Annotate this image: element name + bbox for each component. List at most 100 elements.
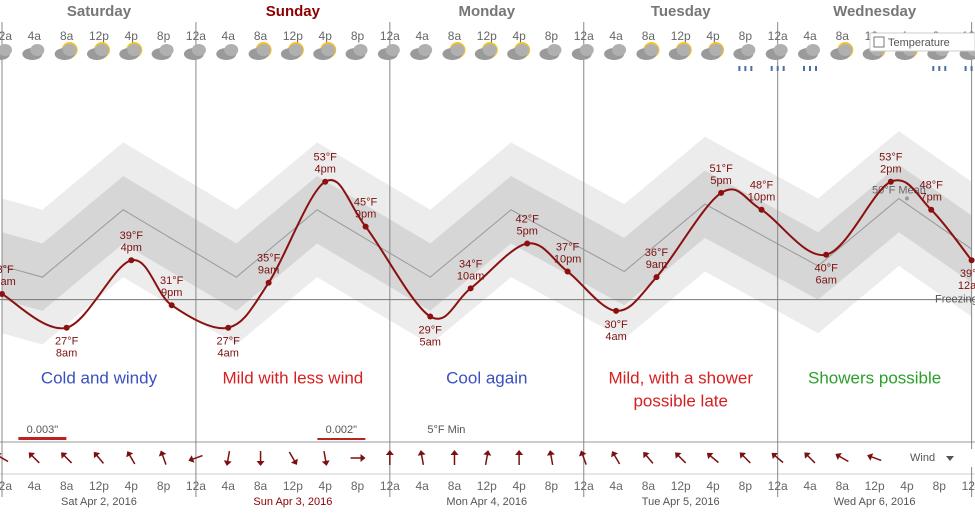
wind-arrow xyxy=(643,451,654,464)
rain-icon xyxy=(782,66,785,71)
cloud-icon xyxy=(353,44,368,56)
rain-icon xyxy=(970,66,973,71)
wind-arrow xyxy=(835,453,849,463)
wind-head xyxy=(835,453,842,460)
x-tick-label: 4p xyxy=(512,29,526,43)
precip-label: 0.003" xyxy=(27,424,59,436)
temperature-label: 37°F xyxy=(556,241,580,253)
temperature-point xyxy=(887,178,894,185)
time-label: 9am xyxy=(646,259,667,271)
rain-icon xyxy=(964,66,967,71)
plot: 50°F Mean12a12a4a4a8a8a12p12p4p4p8p8p12a… xyxy=(0,3,975,508)
checkbox[interactable] xyxy=(873,36,885,48)
time-label: 5am xyxy=(420,336,441,348)
x-tick-label: 8a xyxy=(642,479,656,493)
wind-arrow xyxy=(188,454,203,463)
cloud-icon xyxy=(30,44,45,56)
cloud-icon xyxy=(806,44,820,56)
wind-arrow xyxy=(256,451,265,466)
wind-head xyxy=(739,452,747,459)
cloud-icon xyxy=(709,44,724,56)
day-note: Showers possible xyxy=(808,368,941,387)
x-tick-label: 8p xyxy=(351,29,365,43)
temperature-point xyxy=(564,268,571,275)
time-label: 2pm xyxy=(880,164,901,176)
wind-arrow xyxy=(93,451,105,464)
x-tick-label: 8a xyxy=(448,479,462,493)
x-tick-label: 8p xyxy=(545,29,559,43)
day-note: Mild, with a shower xyxy=(608,368,753,387)
inner-band xyxy=(2,164,972,311)
x-tick-label: 12p xyxy=(89,29,109,43)
wind-head xyxy=(611,451,619,458)
x-tick-label: 4p xyxy=(512,479,526,493)
time-label: 5pm xyxy=(516,225,537,237)
wind-head xyxy=(93,451,101,459)
temperature-point xyxy=(63,324,70,331)
wind-head xyxy=(188,455,195,463)
cloud-icon xyxy=(224,44,239,56)
temperature-label: 39°F xyxy=(960,268,975,280)
x-tick-label: 4p xyxy=(706,479,720,493)
rain-icon xyxy=(932,66,935,71)
temperature-label: 33°F xyxy=(0,264,14,276)
cloud-icon xyxy=(579,44,594,56)
date-label: Sat Apr 2, 2016 xyxy=(61,496,137,508)
temperature-point xyxy=(758,206,765,213)
date-label: Mon Apr 4, 2016 xyxy=(446,496,527,508)
freezing-label: Freezing xyxy=(935,294,975,306)
x-tick-label: 8p xyxy=(933,479,947,493)
cloud-icon xyxy=(515,44,530,56)
rain-icon xyxy=(815,66,817,71)
time-label: 10pm xyxy=(554,253,582,265)
wind-head xyxy=(321,460,330,466)
wind-arrow xyxy=(350,454,366,462)
day-label: Tuesday xyxy=(651,3,711,20)
wind-head xyxy=(290,458,298,465)
x-tick-label: 4p xyxy=(125,479,139,493)
temperature-label: 31°F xyxy=(160,275,184,287)
legend-box[interactable] xyxy=(869,32,975,52)
x-tick-label: 12a xyxy=(0,29,12,43)
rain-icon xyxy=(770,66,773,71)
temperature-point xyxy=(467,285,474,292)
temperature-label: 48°F xyxy=(920,180,944,192)
rain-icon xyxy=(944,66,947,71)
wind-arrow xyxy=(385,450,394,465)
rain-icon xyxy=(750,66,753,71)
x-tick-label: 8p xyxy=(739,29,753,43)
dropdown[interactable] xyxy=(946,456,954,461)
wind-arrow xyxy=(546,450,555,466)
temperature-label: 27°F xyxy=(55,336,79,348)
x-tick-label: 12p xyxy=(283,29,303,43)
wind-arrow xyxy=(126,451,136,465)
cloud-icon xyxy=(94,44,109,56)
x-tick-label: 12p xyxy=(865,479,885,493)
wind-arrow xyxy=(450,450,459,465)
day-label: Wednesday xyxy=(833,3,917,20)
x-tick-label: 12p xyxy=(89,479,109,493)
wind-head xyxy=(867,453,874,461)
temperature-label: 27°F xyxy=(217,336,241,348)
temperature-point xyxy=(613,307,620,314)
cloud-icon xyxy=(288,44,303,56)
wind-head xyxy=(28,452,36,459)
cloud-icon xyxy=(159,44,174,56)
temperature-point xyxy=(322,178,329,185)
wind-head xyxy=(483,450,492,456)
cloud-icon xyxy=(450,44,465,56)
wind-head xyxy=(804,452,811,459)
x-tick-label: 12a xyxy=(768,29,788,43)
x-tick-label: 12p xyxy=(477,29,497,43)
x-tick-label: 4a xyxy=(609,479,623,493)
temperature-point xyxy=(928,206,935,213)
x-tick-label: 4a xyxy=(415,479,429,493)
wind-head xyxy=(417,450,426,456)
temperature-label: 53°F xyxy=(879,152,903,164)
wind-arrow xyxy=(158,450,167,465)
temperature-label: 53°F xyxy=(314,152,338,164)
legend-box[interactable] xyxy=(900,449,975,467)
x-tick-label: 8p xyxy=(545,479,559,493)
x-tick-label: 12a xyxy=(186,29,206,43)
time-label: 4pm xyxy=(121,242,142,254)
